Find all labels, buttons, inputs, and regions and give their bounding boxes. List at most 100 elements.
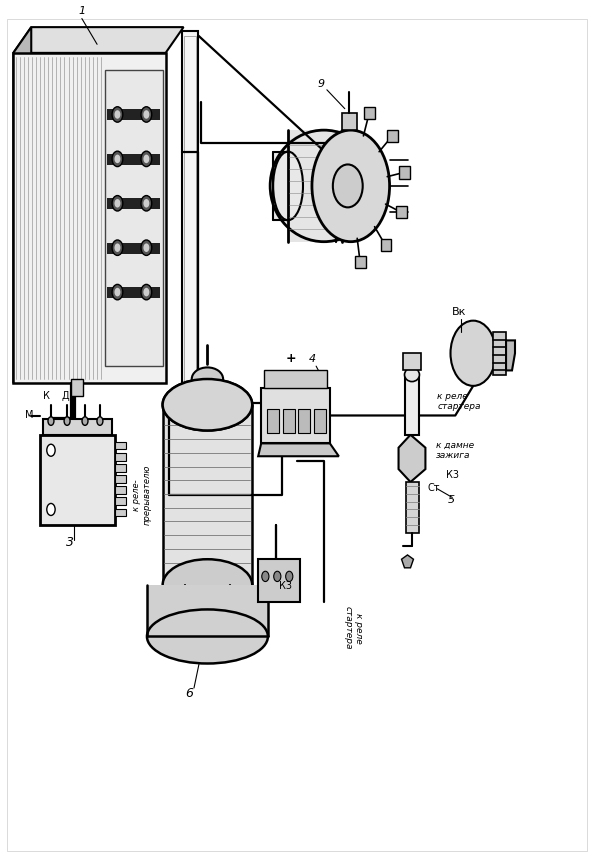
Bar	[406, 482, 419, 534]
Polygon shape	[398, 435, 425, 482]
Circle shape	[262, 571, 269, 581]
Bar	[107, 243, 160, 254]
Ellipse shape	[163, 379, 252, 430]
Circle shape	[47, 444, 55, 456]
Circle shape	[112, 240, 123, 256]
Ellipse shape	[147, 610, 268, 664]
Ellipse shape	[163, 560, 252, 610]
Text: 4: 4	[309, 354, 316, 364]
Bar	[182, 32, 199, 400]
Circle shape	[141, 240, 152, 256]
Circle shape	[286, 571, 293, 581]
Circle shape	[97, 417, 103, 425]
Ellipse shape	[270, 130, 377, 242]
Text: к реле
стартера: к реле стартера	[437, 392, 481, 411]
Text: Вк: Вк	[452, 307, 467, 317]
Circle shape	[112, 195, 123, 211]
Bar	[403, 353, 421, 370]
Circle shape	[112, 107, 123, 122]
Ellipse shape	[273, 152, 303, 220]
Bar	[261, 387, 330, 443]
Circle shape	[48, 417, 54, 425]
Bar	[105, 70, 163, 366]
Text: М: М	[25, 410, 34, 419]
Bar	[13, 53, 166, 383]
Ellipse shape	[185, 605, 230, 634]
Bar	[399, 166, 410, 178]
Bar	[115, 498, 125, 505]
Circle shape	[64, 417, 70, 425]
Text: Д: Д	[61, 391, 69, 400]
Bar	[115, 442, 125, 449]
Circle shape	[115, 110, 121, 119]
Bar	[258, 560, 300, 602]
Polygon shape	[13, 28, 31, 383]
Text: 5: 5	[448, 495, 455, 505]
Text: к реле
стартера: к реле стартера	[344, 606, 364, 650]
Ellipse shape	[451, 320, 496, 386]
Bar	[267, 409, 279, 433]
Text: к реле-
прерывателю: к реле- прерывателю	[132, 465, 151, 525]
Bar	[115, 464, 125, 472]
Bar	[387, 130, 398, 142]
Bar	[107, 287, 160, 298]
Ellipse shape	[404, 368, 419, 381]
Circle shape	[115, 155, 121, 164]
Bar	[397, 207, 407, 219]
Text: +: +	[285, 352, 296, 365]
Bar	[355, 256, 366, 268]
Text: К3: К3	[279, 581, 292, 592]
Circle shape	[141, 284, 152, 300]
Circle shape	[112, 284, 123, 300]
Bar	[380, 239, 391, 251]
Bar	[283, 409, 295, 433]
Bar	[115, 509, 125, 517]
Polygon shape	[506, 340, 515, 370]
Circle shape	[143, 110, 149, 119]
Text: 9: 9	[318, 79, 325, 90]
Text: 1: 1	[79, 6, 85, 16]
Bar	[314, 409, 326, 433]
Bar	[107, 154, 160, 164]
Bar	[264, 370, 327, 387]
Polygon shape	[401, 555, 413, 567]
Circle shape	[143, 199, 149, 208]
Ellipse shape	[163, 379, 252, 430]
Circle shape	[115, 199, 121, 208]
Bar	[71, 379, 83, 396]
Text: К: К	[43, 391, 49, 400]
Text: 6: 6	[185, 686, 193, 699]
Bar	[493, 331, 506, 375]
Circle shape	[82, 417, 88, 425]
Bar	[364, 108, 375, 120]
Circle shape	[143, 155, 149, 164]
Circle shape	[115, 244, 121, 252]
Bar	[115, 475, 125, 483]
Circle shape	[274, 571, 281, 581]
Bar	[147, 585, 268, 636]
Bar	[115, 486, 125, 494]
Bar	[404, 375, 419, 435]
Polygon shape	[13, 28, 184, 53]
Bar	[40, 435, 115, 525]
Circle shape	[115, 288, 121, 296]
Text: Ст: Ст	[427, 482, 440, 492]
Polygon shape	[258, 443, 339, 456]
Bar	[115, 453, 125, 461]
Text: К3: К3	[446, 470, 460, 480]
Bar	[107, 109, 160, 121]
Circle shape	[47, 504, 55, 516]
Circle shape	[141, 152, 152, 166]
Bar	[288, 130, 342, 242]
Circle shape	[112, 152, 123, 166]
Circle shape	[143, 244, 149, 252]
Ellipse shape	[312, 130, 389, 242]
Bar	[184, 35, 196, 396]
Ellipse shape	[333, 164, 363, 208]
Bar	[298, 409, 310, 433]
Circle shape	[143, 288, 149, 296]
Bar	[43, 419, 112, 435]
Ellipse shape	[192, 368, 223, 391]
Circle shape	[141, 195, 152, 211]
Bar	[185, 585, 230, 619]
